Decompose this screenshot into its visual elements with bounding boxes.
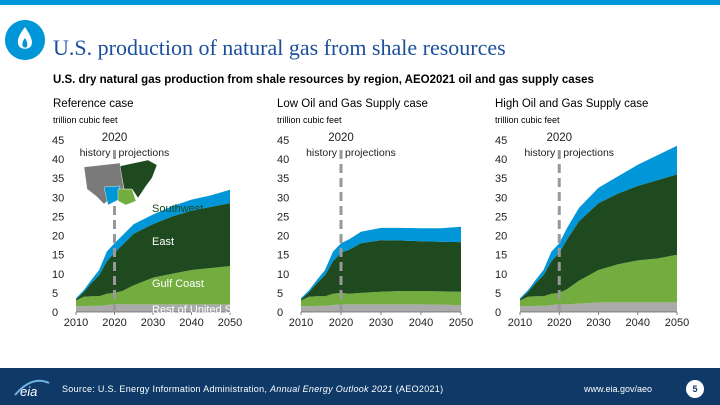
svg-text:eia: eia (20, 384, 37, 399)
map-region-gulf-coast (117, 188, 137, 206)
panel-title-reference: Reference case (53, 98, 134, 110)
projections-label: projections (563, 147, 614, 159)
x-tick-label: 2010 (508, 317, 532, 329)
x-tick-label: 2010 (64, 317, 88, 329)
divider-year-label: 2020 (546, 132, 572, 144)
x-tick-label: 2040 (179, 317, 203, 329)
y-tick-label: 35 (277, 173, 289, 185)
top-accent-bar (0, 0, 720, 5)
y-tick-label: 10 (52, 269, 64, 281)
x-tick-label: 2020 (102, 317, 126, 329)
area-southwest (301, 226, 461, 300)
y-tick-label: 20 (277, 231, 289, 243)
panel-title-low: Low Oil and Gas Supply case (277, 98, 428, 110)
history-label: history (80, 147, 112, 159)
divider-year-label: 2020 (102, 132, 128, 144)
y-tick-label: 45 (277, 135, 289, 147)
projections-label: projections (345, 147, 396, 159)
x-tick-label: 2040 (626, 317, 650, 329)
source-title: Annual Energy Outlook 2021 (270, 384, 393, 394)
y-tick-label: 25 (495, 211, 507, 223)
y-tick-label: 45 (495, 135, 507, 147)
gas-flame-icon (5, 20, 45, 60)
y-tick-label: 10 (495, 269, 507, 281)
source-suffix: (AEO2021) (392, 384, 444, 394)
footer-bar (0, 368, 720, 405)
history-label: history (306, 147, 338, 159)
history-label: history (524, 147, 556, 159)
y-tick-label: 5 (52, 288, 58, 300)
x-tick-label: 2030 (369, 317, 393, 329)
panel-unit-high: trillion cubic feet (495, 115, 560, 125)
x-tick-label: 2020 (329, 317, 353, 329)
y-tick-label: 30 (277, 192, 289, 204)
inset-us-map (83, 159, 158, 206)
area-southwest (520, 145, 677, 300)
y-tick-label: 15 (495, 250, 507, 262)
x-tick-label: 2020 (547, 317, 571, 329)
series-label-gulf-coast: Gulf Coast (152, 278, 204, 290)
panel-unit-low: trillion cubic feet (277, 115, 342, 125)
y-tick-label: 15 (52, 250, 64, 262)
y-tick-label: 15 (277, 250, 289, 262)
y-tick-label: 20 (52, 231, 64, 243)
y-tick-label: 35 (52, 173, 64, 185)
series-label-east: East (152, 236, 174, 248)
y-tick-label: 0 (52, 307, 58, 319)
y-tick-label: 40 (277, 154, 289, 166)
y-tick-label: 30 (495, 192, 507, 204)
x-tick-label: 2030 (141, 317, 165, 329)
page-subtitle: U.S. dry natural gas production from sha… (53, 74, 594, 86)
eia-logo: eia (14, 379, 50, 399)
y-tick-label: 25 (52, 211, 64, 223)
y-tick-label: 30 (52, 192, 64, 204)
y-tick-label: 45 (52, 135, 64, 147)
page-number: 5 (686, 380, 704, 398)
y-tick-label: 35 (495, 173, 507, 185)
x-tick-label: 2040 (409, 317, 433, 329)
y-tick-label: 5 (495, 288, 501, 300)
series-label-southwest: Southwest (152, 203, 203, 215)
divider-year-label: 2020 (328, 132, 354, 144)
series-label-rest-of-us: Rest of United States (152, 304, 256, 316)
x-tick-label: 2030 (586, 317, 610, 329)
panel-title-high: High Oil and Gas Supply case (495, 98, 649, 110)
y-tick-label: 40 (52, 154, 64, 166)
y-tick-label: 20 (495, 231, 507, 243)
x-tick-label: 2050 (218, 317, 242, 329)
map-region-east (119, 159, 158, 199)
x-tick-label: 2010 (289, 317, 313, 329)
y-tick-label: 0 (277, 307, 283, 319)
source-prefix: Source: U.S. Energy Information Administ… (62, 384, 270, 394)
y-tick-label: 25 (277, 211, 289, 223)
x-tick-label: 2050 (449, 317, 473, 329)
source-note: Source: U.S. Energy Information Administ… (62, 384, 443, 394)
page-title: U.S. production of natural gas from shal… (53, 35, 506, 60)
y-tick-label: 40 (495, 154, 507, 166)
y-tick-label: 5 (277, 288, 283, 300)
y-tick-label: 0 (495, 307, 501, 319)
eia-url-link[interactable]: www.eia.gov/aeo (584, 384, 653, 394)
area-southwest (76, 189, 230, 300)
x-tick-label: 2050 (665, 317, 689, 329)
y-tick-label: 10 (277, 269, 289, 281)
projections-label: projections (119, 147, 170, 159)
panel-unit-reference: trillion cubic feet (53, 115, 118, 125)
